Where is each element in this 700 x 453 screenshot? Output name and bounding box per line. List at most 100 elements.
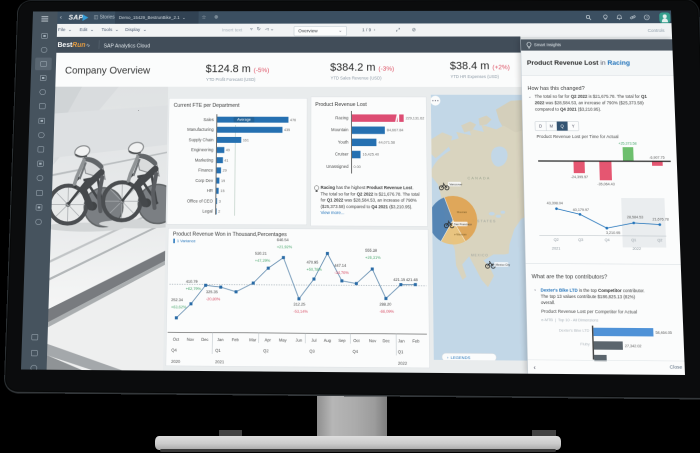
svg-text:2022: 2022 [632,247,641,251]
svg-text:447.14: 447.14 [334,264,346,268]
svg-text:Racing: Racing [335,115,348,120]
svg-text:+63,62%: +63,62% [171,305,187,309]
svg-text:Unassigned: Unassigned [326,164,348,169]
svg-text:Engineering: Engineering [191,147,213,152]
svg-text:Jan: Jan [398,338,405,343]
svg-text:84,667.84: 84,667.84 [387,128,404,132]
svg-text:421.15: 421.15 [393,278,405,282]
svg-text:Jan: Jan [217,337,224,342]
svg-text:Q2: Q2 [657,238,662,242]
svg-text:646.54: 646.54 [277,238,289,242]
svg-text:44,071.58: 44,071.58 [378,141,395,145]
svg-text:29: 29 [223,169,227,173]
svg-text:Average: Average [237,118,251,122]
svg-text:Cruiser: Cruiser [335,152,349,157]
svg-text:Q2: Q2 [263,348,269,353]
svg-text:CANADA: CANADA [467,176,490,180]
svg-text:Mountain: Mountain [331,127,348,132]
svg-text:Mountain: Mountain [457,211,468,214]
svg-text:-24,395.57: -24,395.57 [571,175,589,179]
svg-text:Legal: Legal [202,209,212,214]
svg-text:-20,80%: -20,80% [206,297,221,301]
svg-text:Finance: Finance [198,168,214,173]
svg-text:252.34: 252.34 [171,298,183,302]
svg-text:0.00: 0.00 [354,165,361,169]
svg-text:Dexter's Bike LTD: Dexter's Bike LTD [559,328,590,333]
svg-text:MEXICO: MEXICO [471,253,489,257]
svg-text:Q1: Q1 [631,238,636,242]
svg-text:Nov: Nov [369,338,376,343]
svg-text:Sales: Sales [203,117,214,122]
svg-text:325.35: 325.35 [206,290,218,294]
svg-text:312.25: 312.25 [293,302,305,306]
svg-text:-66,09%: -66,09% [379,310,394,314]
svg-text:Mexico City: Mexico City [496,262,511,266]
svg-text:288.20: 288.20 [379,302,391,306]
svg-text:+25,373.58: +25,373.58 [618,142,636,146]
svg-text:Feb: Feb [232,337,239,342]
svg-text:3: 3 [219,199,221,203]
svg-text:2022: 2022 [398,360,407,366]
svg-text:435: 435 [284,128,290,132]
svg-text:27,342.02: 27,342.02 [625,344,642,348]
svg-text:555.38: 555.38 [365,249,377,253]
svg-text:Q2: Q2 [554,238,559,242]
svg-text:410.79: 410.79 [186,280,198,284]
svg-text:421.48: 421.48 [406,278,418,282]
svg-text:+47,29%: +47,29% [255,259,271,263]
svg-text:Q4: Q4 [353,349,359,355]
svg-text:2020: 2020 [171,359,181,365]
svg-text:Dec: Dec [201,337,208,342]
svg-text:Q3: Q3 [309,348,314,353]
svg-text:Oct: Oct [353,338,360,343]
svg-text:3,210.95: 3,210.95 [606,231,620,235]
svg-text:41: 41 [224,159,228,163]
svg-text:San Francisco: San Francisco [454,222,472,226]
svg-text:Dec: Dec [383,338,390,343]
svg-text:-34,76%: -34,76% [334,271,349,275]
svg-text:Q4: Q4 [605,238,610,242]
svg-text:40,179.97: 40,179.97 [573,208,589,212]
svg-text:Fluby: Fluby [580,342,590,346]
svg-text:Manufacturing: Manufacturing [187,127,214,132]
svg-text:Jul: Jul [311,337,316,342]
svg-text:-35,064.43: -35,064.43 [597,182,615,186]
svg-text:2: 2 [218,210,220,214]
svg-text:Marketing: Marketing [195,157,213,162]
svg-text:Q1: Q1 [215,348,221,353]
svg-text:+62,79%: +62,79% [186,287,202,291]
svg-text:161: 161 [243,138,249,142]
svg-text:+21,92%: +21,92% [277,245,293,249]
svg-text:58,464.05: 58,464.05 [655,331,672,335]
svg-text:Youth: Youth [338,139,349,144]
svg-text:UNITED STATES: UNITED STATES [456,219,497,223]
svg-text:?: ? [646,16,648,20]
svg-text:Supply Chain: Supply Chain [189,137,214,142]
svg-text:-6,907.75: -6,907.75 [649,156,665,160]
svg-text:16,425.40: 16,425.40 [362,153,379,157]
svg-text:476: 476 [290,118,296,122]
svg-text:2021: 2021 [215,359,224,365]
svg-text:May: May [279,337,287,342]
svg-text:21,676.78: 21,676.78 [652,217,669,221]
svg-text:470.95: 470.95 [307,260,319,264]
svg-text:43,398.04: 43,398.04 [547,201,563,205]
svg-text:Q3: Q3 [578,238,583,242]
svg-text:+50,78%: +50,78% [307,268,323,272]
svg-text:e-Mountain: e-Mountain [454,233,467,236]
svg-text:Mar: Mar [249,337,257,342]
svg-text:› LEGENDS: › LEGENDS [447,356,471,361]
svg-text:19: 19 [221,179,225,183]
svg-text:Apr: Apr [265,337,272,342]
svg-text:Jun: Jun [295,337,302,342]
svg-text:Aug: Aug [324,337,331,342]
svg-text:Corp Dev: Corp Dev [195,178,214,183]
svg-text:Oct: Oct [173,336,180,341]
svg-text:+26,31%: +26,31% [365,256,381,260]
svg-text:Feb: Feb [412,338,419,344]
svg-text:Sep: Sep [338,338,345,343]
svg-text:HR: HR [207,188,213,193]
svg-text:Office of CEO: Office of CEO [187,198,213,203]
svg-text:15: 15 [220,189,224,193]
svg-text:229,131.62: 229,131.62 [406,116,425,120]
